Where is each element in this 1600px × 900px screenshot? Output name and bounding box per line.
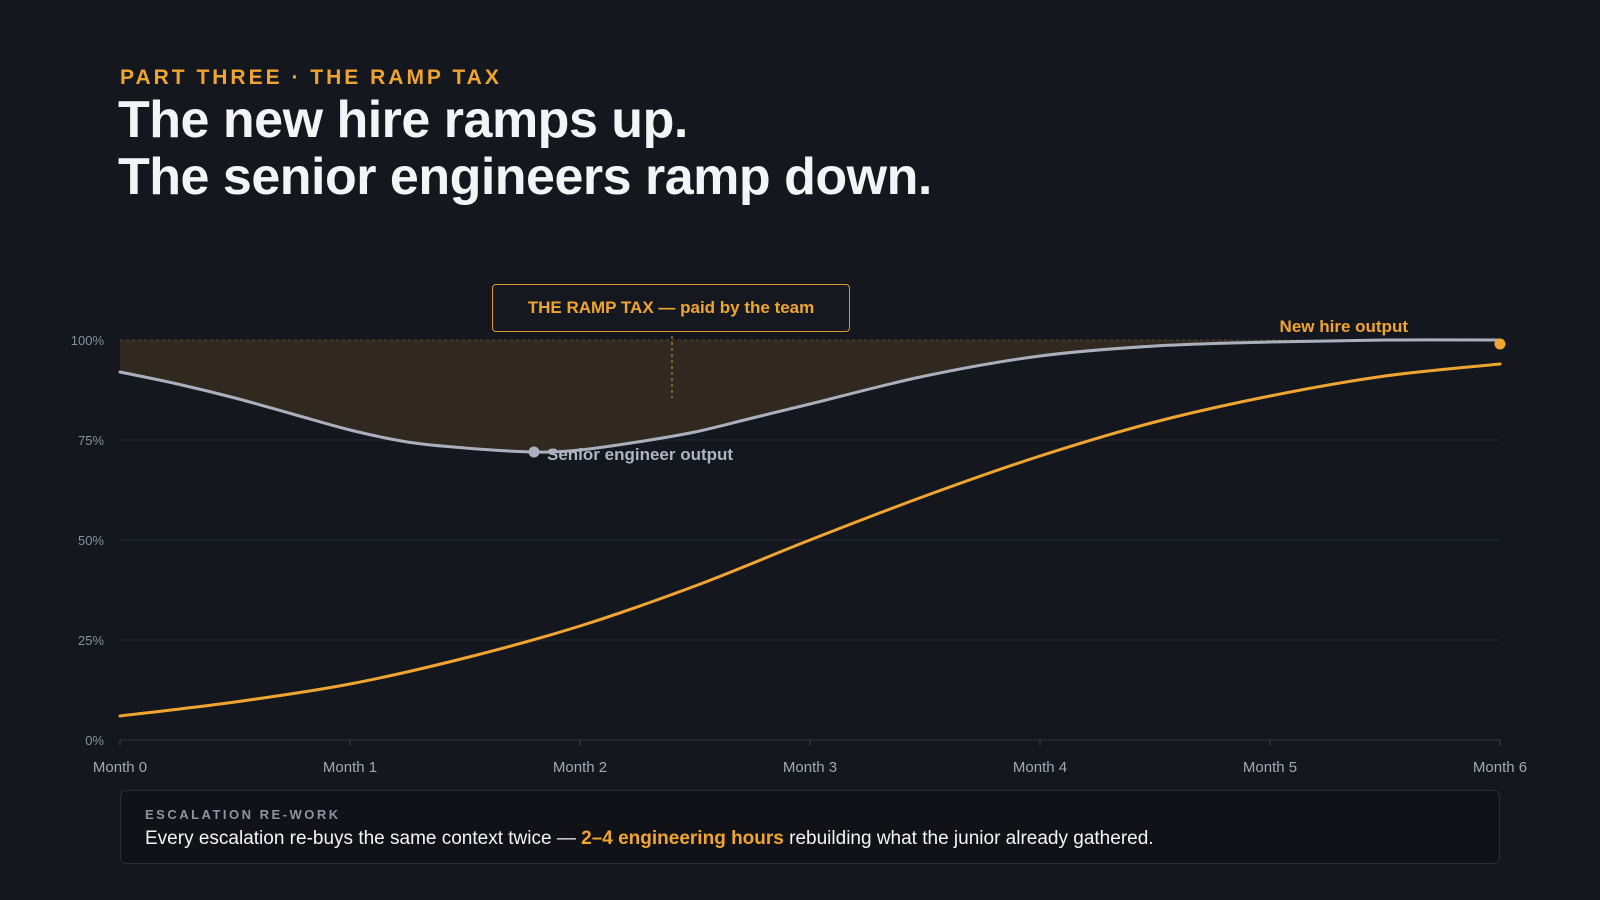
y-tick-label: 75% bbox=[78, 433, 104, 448]
chart-grid bbox=[120, 439, 1500, 741]
x-tick-label: Month 6 bbox=[1473, 759, 1527, 776]
new-hire-end-point bbox=[1494, 338, 1506, 350]
series-group bbox=[118, 338, 1502, 718]
ramp-tax-shaded-area bbox=[120, 339, 1500, 453]
senior-min-point bbox=[528, 446, 540, 458]
senior-series-label: Senior engineer output bbox=[547, 445, 733, 464]
card-highlight-hours: 2–4 engineering hours bbox=[581, 828, 784, 849]
card-kicker: ESCALATION RE-WORK bbox=[145, 807, 341, 822]
ramp-tax-callout: THE RAMP TAX — paid by the team bbox=[492, 284, 850, 332]
escalation-rework-card: ESCALATION RE-WORK Every escalation re-b… bbox=[120, 790, 1500, 864]
senior-engineer-line bbox=[118, 338, 1502, 454]
y-tick-label: 25% bbox=[78, 633, 104, 648]
title-line-2: The senior engineers ramp down. bbox=[118, 148, 932, 206]
title-line-1: The new hire ramps up. bbox=[118, 91, 688, 149]
card-text-after: rebuilding what the junior already gathe… bbox=[783, 828, 1154, 849]
y-axis: 0% 25% 50% 75% 100% bbox=[71, 333, 105, 748]
card-text-before: Every escalation re-buys the same contex… bbox=[145, 828, 582, 849]
y-tick-label: 0% bbox=[85, 733, 104, 748]
y-tick-label: 50% bbox=[78, 533, 104, 548]
section-eyebrow: PART THREE · THE RAMP TAX bbox=[120, 66, 502, 89]
x-axis: Month 0 Month 1 Month 2 Month 3 Month 4 Month… bbox=[93, 740, 1527, 776]
annotation-group: Senior engineer output New hire output bbox=[528, 317, 1506, 464]
new-hire-series-label: New hire output bbox=[1280, 317, 1409, 336]
x-tick-label: Month 4 bbox=[1013, 759, 1067, 776]
page-title: The new hire ramps up. The senior engine… bbox=[118, 92, 932, 206]
y-tick-label: 100% bbox=[71, 333, 105, 348]
x-tick-label: Month 0 bbox=[93, 759, 147, 776]
x-tick-label: Month 1 bbox=[323, 759, 377, 776]
x-tick-label: Month 2 bbox=[553, 759, 607, 776]
x-tick-label: Month 5 bbox=[1243, 759, 1297, 776]
new-hire-line bbox=[118, 362, 1502, 718]
card-body-text: Every escalation re-buys the same contex… bbox=[145, 828, 1475, 850]
x-tick-label: Month 3 bbox=[783, 759, 837, 776]
